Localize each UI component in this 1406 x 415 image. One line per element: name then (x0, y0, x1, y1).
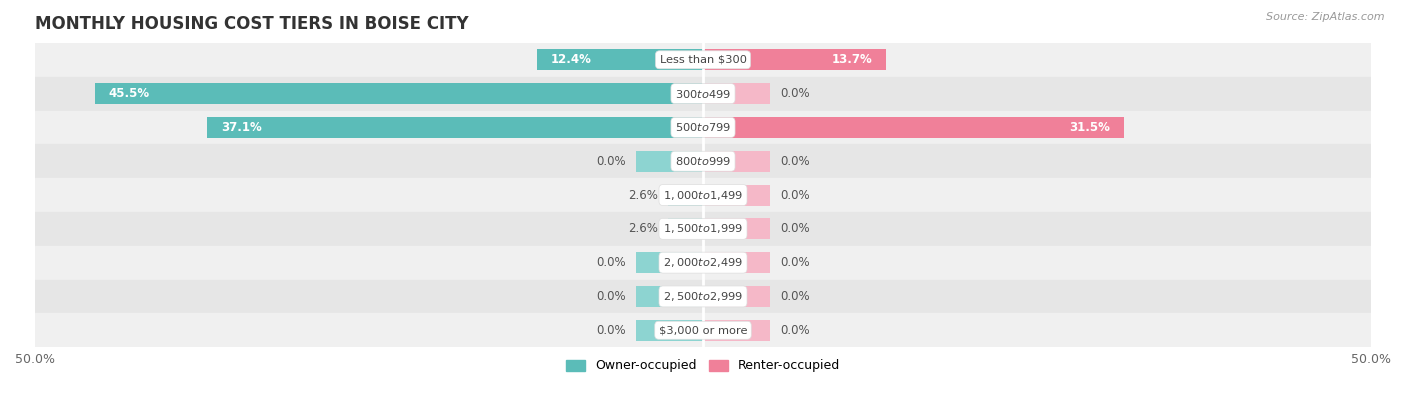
Text: $3,000 or more: $3,000 or more (659, 325, 747, 335)
Bar (35, 43, 1371, 77)
Bar (703, 83, 770, 104)
Bar (703, 320, 770, 341)
Bar (703, 218, 770, 239)
Text: $1,500 to $1,999: $1,500 to $1,999 (664, 222, 742, 235)
Bar (703, 185, 770, 205)
Bar (703, 252, 770, 273)
Text: 12.4%: 12.4% (551, 53, 592, 66)
Bar (537, 49, 703, 70)
Text: 2.6%: 2.6% (627, 188, 658, 202)
Text: $500 to $799: $500 to $799 (675, 122, 731, 133)
Bar (96, 83, 703, 104)
Text: $2,000 to $2,499: $2,000 to $2,499 (664, 256, 742, 269)
Text: $300 to $499: $300 to $499 (675, 88, 731, 100)
Text: 0.0%: 0.0% (780, 188, 810, 202)
Text: Less than $300: Less than $300 (659, 55, 747, 65)
Bar (35, 313, 1371, 347)
Bar (35, 77, 1371, 110)
Bar (35, 178, 1371, 212)
Text: 0.0%: 0.0% (596, 290, 626, 303)
Bar (35, 212, 1371, 246)
Bar (35, 110, 1371, 144)
Text: 2.6%: 2.6% (627, 222, 658, 235)
Text: 0.0%: 0.0% (780, 87, 810, 100)
Legend: Owner-occupied, Renter-occupied: Owner-occupied, Renter-occupied (561, 354, 845, 377)
Text: 0.0%: 0.0% (596, 155, 626, 168)
Text: $1,000 to $1,499: $1,000 to $1,499 (664, 188, 742, 202)
Bar (703, 117, 1123, 138)
Text: 0.0%: 0.0% (596, 324, 626, 337)
Bar (703, 49, 886, 70)
Text: 0.0%: 0.0% (780, 324, 810, 337)
Text: 13.7%: 13.7% (832, 53, 873, 66)
Text: MONTHLY HOUSING COST TIERS IN BOISE CITY: MONTHLY HOUSING COST TIERS IN BOISE CITY (35, 15, 468, 33)
Bar (668, 185, 703, 205)
Bar (703, 286, 770, 307)
Text: $2,500 to $2,999: $2,500 to $2,999 (664, 290, 742, 303)
Bar (636, 151, 703, 172)
Text: 0.0%: 0.0% (780, 290, 810, 303)
Bar (207, 117, 703, 138)
Text: 0.0%: 0.0% (596, 256, 626, 269)
Bar (668, 218, 703, 239)
Bar (35, 280, 1371, 313)
Text: 31.5%: 31.5% (1070, 121, 1111, 134)
Text: 0.0%: 0.0% (780, 256, 810, 269)
Text: 0.0%: 0.0% (780, 222, 810, 235)
Text: 37.1%: 37.1% (221, 121, 262, 134)
Bar (35, 144, 1371, 178)
Bar (35, 246, 1371, 280)
Text: 45.5%: 45.5% (108, 87, 149, 100)
Bar (636, 320, 703, 341)
Text: 0.0%: 0.0% (780, 155, 810, 168)
Text: Source: ZipAtlas.com: Source: ZipAtlas.com (1267, 12, 1385, 22)
Text: $800 to $999: $800 to $999 (675, 155, 731, 167)
Bar (703, 151, 770, 172)
Bar (636, 286, 703, 307)
Bar (636, 252, 703, 273)
